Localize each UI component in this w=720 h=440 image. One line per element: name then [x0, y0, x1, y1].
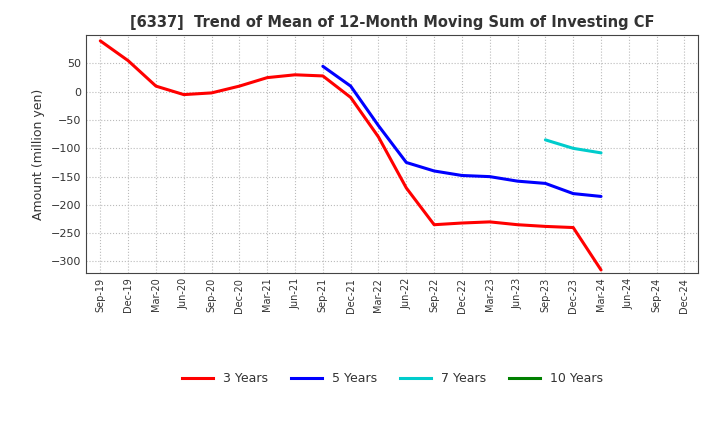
- Y-axis label: Amount (million yen): Amount (million yen): [32, 88, 45, 220]
- Legend: 3 Years, 5 Years, 7 Years, 10 Years: 3 Years, 5 Years, 7 Years, 10 Years: [177, 367, 608, 390]
- Title: [6337]  Trend of Mean of 12-Month Moving Sum of Investing CF: [6337] Trend of Mean of 12-Month Moving …: [130, 15, 654, 30]
